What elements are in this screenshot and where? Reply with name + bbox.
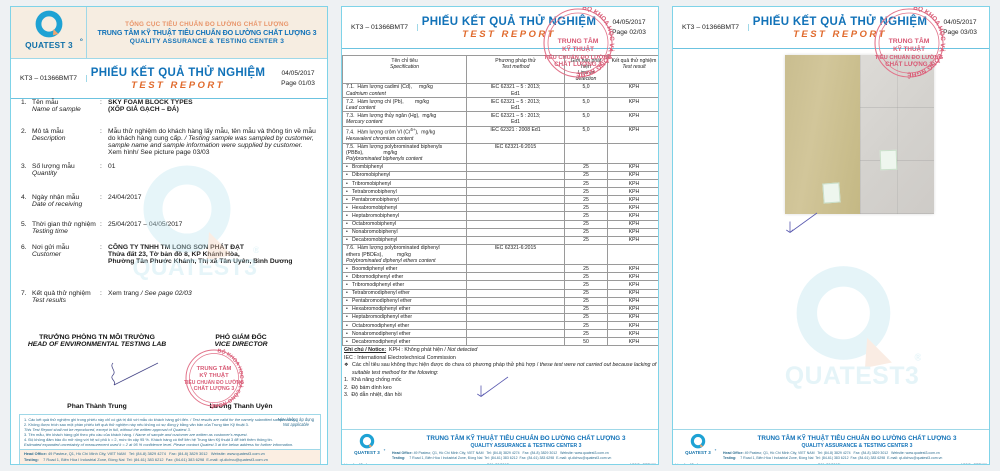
svg-text:QUATEST 3: QUATEST 3	[685, 450, 711, 455]
svg-text:TIÊU CHUẨN ĐO LƯỜNG: TIÊU CHUẨN ĐO LƯỜNG	[184, 378, 244, 386]
svg-text:CHẤT LƯỢNG 3: CHẤT LƯỢNG 3	[554, 61, 602, 68]
svg-text:o: o	[715, 448, 717, 451]
svg-text:QUATEST 3: QUATEST 3	[354, 450, 380, 455]
svg-text:KỸ THUẬT: KỸ THUẬT	[562, 44, 594, 53]
svg-text:KỸ THUẬT: KỸ THUẬT	[893, 44, 925, 53]
svg-text:o: o	[384, 448, 386, 451]
svg-text:TRUNG TÂM: TRUNG TÂM	[889, 36, 930, 45]
svg-text:KỸ THUẬT: KỸ THUẬT	[199, 372, 229, 379]
svg-text:CHẤT LƯỢNG 3: CHẤT LƯỢNG 3	[194, 385, 235, 392]
svg-text:TIÊU CHUẨN ĐO LƯỜNG: TIÊU CHUẨN ĐO LƯỜNG	[875, 53, 944, 61]
svg-text:QUATEST3: QUATEST3	[785, 363, 920, 390]
svg-text:TRUNG TÂM: TRUNG TÂM	[558, 36, 599, 45]
svg-text:QUATEST 3: QUATEST 3	[25, 40, 73, 50]
svg-text:TRUNG TÂM: TRUNG TÂM	[197, 365, 232, 372]
svg-text:®: ®	[915, 352, 921, 363]
svg-text:TIÊU CHUẨN ĐO LƯỜNG: TIÊU CHUẨN ĐO LƯỜNG	[544, 53, 613, 61]
svg-text:CHẤT LƯỢNG 3: CHẤT LƯỢNG 3	[885, 61, 933, 68]
svg-text:o: o	[80, 37, 83, 42]
